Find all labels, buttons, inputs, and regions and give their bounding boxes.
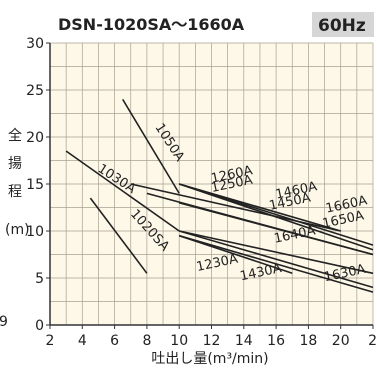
curve-1250A (130, 183, 341, 232)
chart-title: DSN-1020SA～1660A (58, 15, 245, 34)
y-axis-title-char-1: 全 (8, 127, 22, 144)
y-tick-label: 30 (26, 36, 44, 52)
x-axis-title: 吐出し量(m³/min) (151, 351, 268, 367)
x-tick-label: 10 (170, 333, 188, 349)
y-tick-label: 5 (35, 271, 44, 287)
x-tick-label: 4 (78, 333, 87, 349)
y-axis-title-char-2: 揚 (8, 155, 22, 172)
left-edge-cropped-label: 9 (0, 314, 8, 330)
y-tick-label: 20 (26, 130, 44, 146)
curves (65, 98, 374, 293)
x-tick-label: 2 (46, 333, 55, 349)
curve-1640A (179, 230, 374, 275)
x-tick-label: 2 (368, 333, 377, 349)
x-tick-label: 18 (299, 333, 317, 349)
y-tick-label: 0 (35, 318, 44, 334)
y-axis-title-char-3: 程 (8, 184, 22, 200)
curve-1050A (122, 98, 180, 194)
x-tick-label: 12 (203, 333, 221, 349)
axes: 0 5 10 15 20 25 30 2 4 6 8 10 12 14 16 18 20 2 (26, 36, 377, 349)
y-tick-label: 25 (26, 83, 44, 99)
curve-1020SA (89, 197, 148, 274)
curve-1230A (178, 230, 374, 289)
x-tick-label: 8 (142, 333, 151, 349)
curve-1630A (178, 234, 374, 293)
curve-1030A (65, 150, 180, 232)
frequency-badge-text: 60Hz (318, 16, 366, 36)
y-tick-label: 15 (26, 177, 44, 193)
x-tick-label: 6 (110, 333, 119, 349)
x-tick-label: 16 (267, 333, 285, 349)
curve-1650A (178, 202, 374, 256)
x-tick-label: 14 (235, 333, 253, 349)
x-tick-label: 20 (332, 333, 350, 349)
frequency-badge (312, 12, 374, 37)
y-tick-label: 10 (26, 224, 44, 240)
y-axis-title-unit: (m) (5, 222, 30, 238)
